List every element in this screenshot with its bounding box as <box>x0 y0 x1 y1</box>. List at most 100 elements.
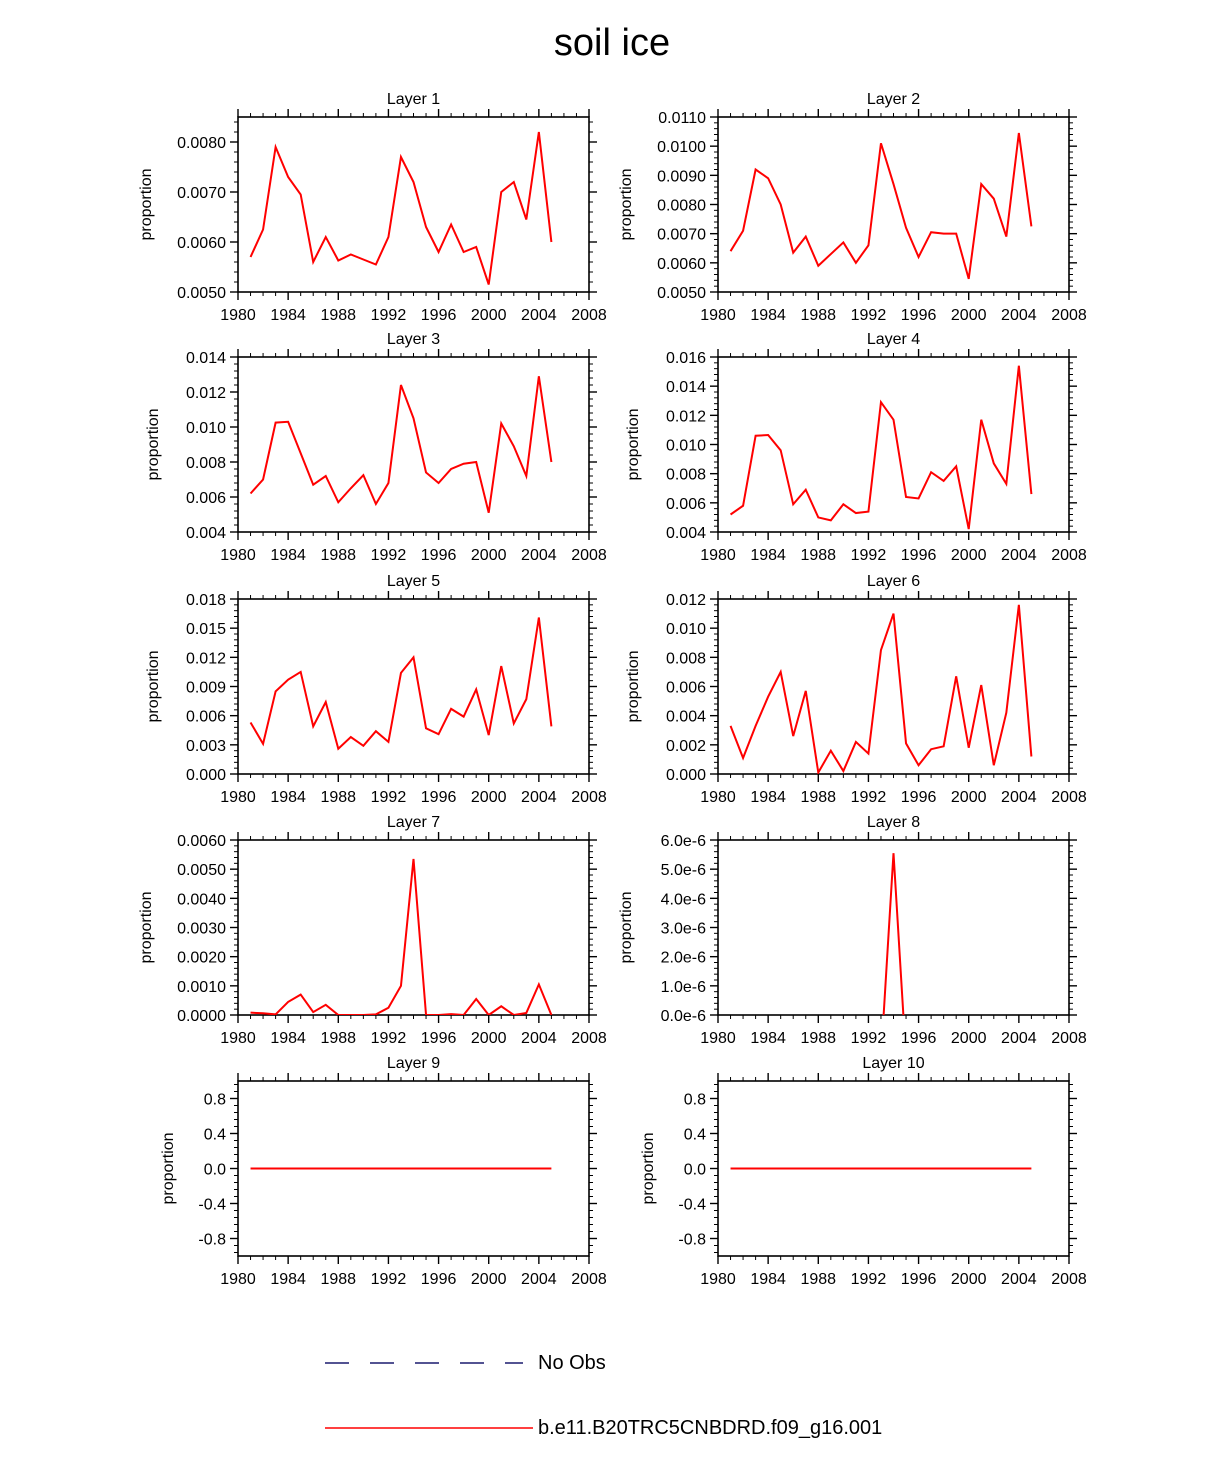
panel-9-xtick-label: 2004 <box>521 1271 557 1288</box>
panel-9-xtick-label: 1992 <box>371 1271 407 1288</box>
panel-4-series-line <box>729 365 1033 530</box>
panel-3-ytick-label: 0.006 <box>186 490 226 507</box>
panel-10-xtick-label: 1984 <box>750 1271 786 1288</box>
panel-7-ytick-label: 0.0060 <box>177 833 226 850</box>
panel-7-ytick-label: 0.0040 <box>177 891 226 908</box>
panel-3-ylabel: proportion <box>145 408 162 480</box>
panel-4-xtick-label: 2000 <box>951 547 987 564</box>
panel-5-xtick-label: 1984 <box>270 789 306 806</box>
panel-4-xtick-label: 1984 <box>750 547 786 564</box>
legend-no-obs-label: No Obs <box>538 1352 606 1374</box>
panel-2: Layer 2 proportion 1980 1984 1988 1992 1996 200… <box>618 91 1087 324</box>
panel-9-xtick-label: 2008 <box>571 1271 607 1288</box>
panel-10-xtick-label: 1996 <box>901 1271 937 1288</box>
panel-7-xtick-label: 2008 <box>571 1030 607 1047</box>
panel-7-ytick-label: 0.0020 <box>177 950 226 967</box>
panel-2-ytick-label: 0.0090 <box>657 168 706 185</box>
panel-8-xtick-label: 1996 <box>901 1030 937 1047</box>
panel-9-xtick-label: 1996 <box>421 1271 457 1288</box>
panel-6-ytick-label: 0.012 <box>666 592 706 609</box>
panel-9-ytick-label: -0.4 <box>198 1197 226 1214</box>
panel-2-ytick-label: 0.0070 <box>657 227 706 244</box>
panel-1-xtick-label: 2008 <box>571 307 607 324</box>
panel-5-ylabel: proportion <box>145 650 162 722</box>
panel-4-title: Layer 4 <box>867 331 920 348</box>
panel-2-xtick-label: 2008 <box>1051 307 1087 324</box>
panel-4-ylabel: proportion <box>625 408 642 480</box>
panel-8-ytick-label: 4.0e-6 <box>661 891 706 908</box>
panel-8-series-line <box>882 853 905 1015</box>
panel-1-xtick-label: 1988 <box>320 307 356 324</box>
panel-2-series-line <box>729 132 1033 280</box>
panel-2-ytick-label: 0.0050 <box>657 285 706 302</box>
panel-6-ylabel: proportion <box>625 650 642 722</box>
panel-8-xtick-label: 2000 <box>951 1030 987 1047</box>
panel-9-ytick-label: 0.4 <box>204 1127 226 1144</box>
panel-6-xtick-label: 1996 <box>901 789 937 806</box>
panel-6-ytick-label: 0.002 <box>666 738 706 755</box>
panel-8-ytick-label: 0.0e-6 <box>661 1008 706 1025</box>
panel-5-ytick-label: 0.015 <box>186 621 226 638</box>
panel-6-ytick-label: 0.000 <box>666 767 706 784</box>
panel-7-ytick-label: 0.0050 <box>177 862 226 879</box>
panel-7: Layer 7 proportion 1980 1984 1988 1992 1996 200… <box>138 814 607 1047</box>
panel-6-xtick-label: 2004 <box>1001 789 1037 806</box>
panel-4-xtick-label: 1980 <box>700 547 736 564</box>
panel-5-xtick-label: 2000 <box>471 789 507 806</box>
panel-6-xtick-label: 1992 <box>851 789 887 806</box>
panel-7-ytick-label: 0.0010 <box>177 979 226 996</box>
panel-2-title: Layer 2 <box>867 91 920 108</box>
panel-3-ytick-label: 0.008 <box>186 455 226 472</box>
panel-1-ytick-label: 0.0050 <box>177 285 226 302</box>
panel-8-xtick-label: 1984 <box>750 1030 786 1047</box>
panel-8-ytick-label: 1.0e-6 <box>661 979 706 996</box>
panel-7-xtick-label: 1988 <box>320 1030 356 1047</box>
panel-2-xtick-label: 1980 <box>700 307 736 324</box>
panel-3-xtick-label: 2008 <box>571 547 607 564</box>
panel-9-xtick-label: 1980 <box>220 1271 256 1288</box>
panel-7-ylabel: proportion <box>138 891 155 963</box>
panel-4-ytick-label: 0.016 <box>666 350 706 367</box>
panel-3-ytick-label: 0.012 <box>186 385 226 402</box>
panel-5-xtick-label: 1980 <box>220 789 256 806</box>
panel-4: Layer 4 proportion 1980 1984 1988 1992 1996 200… <box>625 331 1087 564</box>
panel-9: Layer 9 proportion 1980 1984 1988 1992 1996 200… <box>160 1055 607 1288</box>
panel-5-ytick-label: 0.018 <box>186 592 226 609</box>
panel-6: Layer 6 proportion 1980 1984 1988 1992 1996 200… <box>625 573 1087 806</box>
panel-10-ytick-label: -0.4 <box>678 1197 706 1214</box>
panel-8-xtick-label: 2004 <box>1001 1030 1037 1047</box>
panel-3-series-line <box>249 376 553 513</box>
panel-3-ytick-label: 0.014 <box>186 350 226 367</box>
panel-4-ytick-label: 0.006 <box>666 496 706 513</box>
panel-2-xtick-label: 2000 <box>951 307 987 324</box>
panel-3-xtick-label: 1984 <box>270 547 306 564</box>
panel-10-ytick-label: 0.0 <box>684 1162 706 1179</box>
panel-10-xtick-label: 1980 <box>700 1271 736 1288</box>
panel-9-ylabel: proportion <box>160 1132 177 1204</box>
panel-1-series-line <box>249 131 553 285</box>
panel-2-ytick-label: 0.0100 <box>657 139 706 156</box>
panel-7-xtick-label: 1992 <box>371 1030 407 1047</box>
panel-5-ytick-label: 0.000 <box>186 767 226 784</box>
panel-9-ytick-label: 0.0 <box>204 1162 226 1179</box>
panel-2-ytick-label: 0.0080 <box>657 198 706 215</box>
panel-5-xtick-label: 1988 <box>320 789 356 806</box>
panel-6-xtick-label: 1984 <box>750 789 786 806</box>
panel-9-ytick-label: 0.8 <box>204 1092 226 1109</box>
panel-8-xtick-label: 2008 <box>1051 1030 1087 1047</box>
panel-8-ytick-label: 6.0e-6 <box>661 833 706 850</box>
panel-3-title: Layer 3 <box>387 331 440 348</box>
panel-3-xtick-label: 1988 <box>320 547 356 564</box>
panel-2-ylabel: proportion <box>618 168 635 240</box>
panel-8-ylabel: proportion <box>618 891 635 963</box>
panel-2-xtick-label: 1984 <box>750 307 786 324</box>
panel-10-xtick-label: 2000 <box>951 1271 987 1288</box>
figure-title: soil ice <box>553 22 671 64</box>
panel-6-ytick-label: 0.010 <box>666 621 706 638</box>
panel-9-ytick-label: -0.8 <box>198 1232 226 1249</box>
panel-8-title: Layer 8 <box>867 814 920 831</box>
panel-4-xtick-label: 1996 <box>901 547 937 564</box>
panel-9-xtick-label: 1988 <box>320 1271 356 1288</box>
panel-7-xtick-label: 1980 <box>220 1030 256 1047</box>
panel-7-xtick-label: 1984 <box>270 1030 306 1047</box>
